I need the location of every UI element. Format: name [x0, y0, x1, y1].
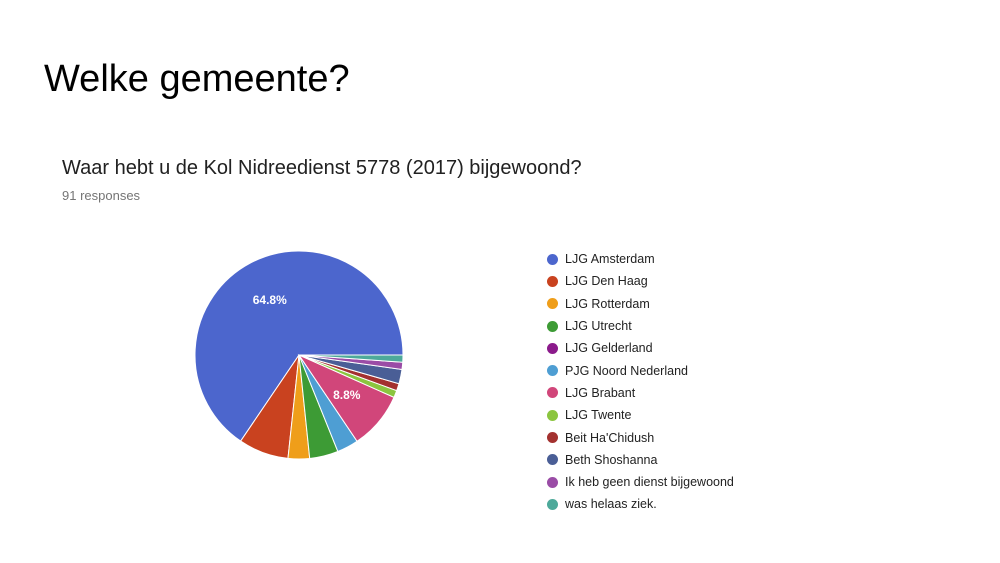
pie-slice-was-helaas-ziek — [298, 354, 404, 363]
legend-label: Ik heb geen dienst bijgewoond — [565, 475, 734, 490]
legend-swatch — [547, 409, 558, 421]
legend-label: LJG Twente — [565, 408, 632, 423]
slide-title: Welke gemeente? — [44, 58, 350, 100]
legend-item-pjg-noord-nederland: PJG Noord Nederland — [547, 359, 734, 381]
legend-label: LJG Utrecht — [565, 319, 632, 334]
legend-item-ljg-twente: LJG Twente — [547, 404, 734, 426]
legend-swatch — [547, 365, 558, 377]
pie-data-label-ljg-brabant: 8.8% — [333, 388, 361, 402]
legend-label: LJG Rotterdam — [565, 296, 650, 311]
legend-label: LJG Gelderland — [565, 341, 653, 356]
legend-label: Beit Ha'Chidush — [565, 430, 655, 445]
legend-swatch — [547, 342, 558, 354]
legend-label: was helaas ziek. — [565, 497, 657, 512]
legend-swatch — [547, 275, 558, 287]
legend-item-ljg-utrecht: LJG Utrecht — [547, 315, 734, 337]
legend-label: LJG Brabant — [565, 385, 636, 400]
legend-swatch — [547, 454, 558, 466]
legend-label: Beth Shoshanna — [565, 452, 658, 467]
legend-label: LJG Den Haag — [565, 274, 648, 289]
legend-swatch — [547, 476, 558, 488]
legend-label: LJG Amsterdam — [565, 252, 655, 267]
legend-item-ljg-den-haag: LJG Den Haag — [547, 270, 734, 292]
legend-item-beit-ha-chidush: Beit Ha'Chidush — [547, 426, 734, 448]
legend-item-ljg-gelderland: LJG Gelderland — [547, 337, 734, 359]
legend-item-ljg-brabant: LJG Brabant — [547, 382, 734, 404]
legend-swatch — [547, 498, 558, 510]
legend-item-ljg-amsterdam: LJG Amsterdam — [547, 248, 734, 270]
legend-item-beth-shoshanna: Beth Shoshanna — [547, 449, 734, 471]
legend-swatch — [547, 387, 558, 399]
legend-swatch — [547, 432, 558, 444]
legend-swatch — [547, 253, 558, 265]
pie-slice-ljg-amsterdam — [194, 250, 404, 442]
legend-label: PJG Noord Nederland — [565, 363, 688, 378]
legend-item-ljg-rotterdam: LJG Rotterdam — [547, 293, 734, 315]
legend-item-was-helaas-ziek: was helaas ziek. — [547, 493, 734, 515]
legend-item-ik-heb-geen-dienst-bijgewoond: Ik heb geen dienst bijgewoond — [547, 471, 734, 493]
legend-swatch — [547, 320, 558, 332]
chart-legend: LJG Amsterdam LJG Den Haag LJG Rotterdam LJ… — [547, 248, 734, 516]
response-count: 91 responses — [62, 188, 141, 203]
legend-swatch — [547, 298, 558, 310]
pie-data-label-ljg-amsterdam: 64.8% — [253, 293, 287, 307]
chart-title: Waar hebt u de Kol Nidreedienst 5778 (20… — [62, 157, 582, 179]
